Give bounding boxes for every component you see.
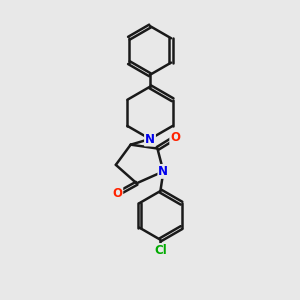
Text: O: O [170,131,180,144]
Text: N: N [158,165,168,178]
Text: N: N [145,133,155,146]
Text: Cl: Cl [154,244,167,257]
Text: O: O [112,188,122,200]
